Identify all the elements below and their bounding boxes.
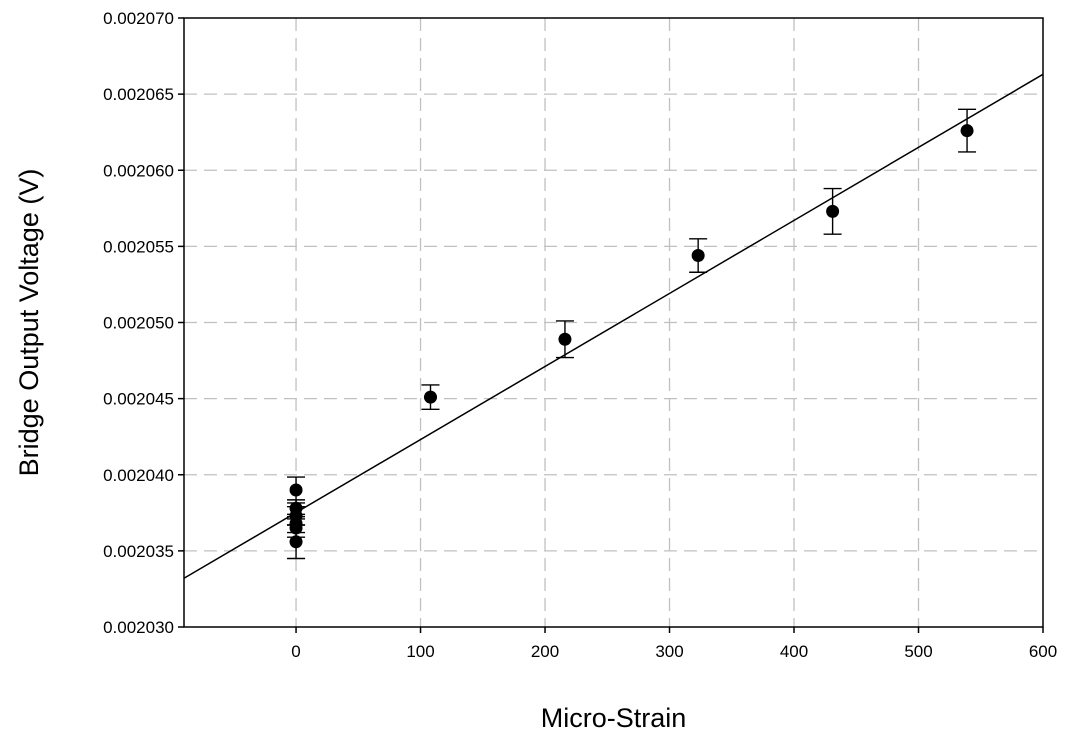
x-tick-label: 500 [904,642,932,661]
y-tick-label: 0.002060 [103,161,174,180]
x-tick-label: 400 [780,642,808,661]
data-point [289,535,303,549]
data-point [826,204,840,218]
y-tick-label: 0.002055 [103,237,174,256]
y-tick-label: 0.002050 [103,314,174,333]
error-bars-layer [287,108,977,560]
grid-lines [184,18,1043,627]
data-point [289,521,303,535]
y-tick-label: 0.002035 [103,542,174,561]
y-tick-label: 0.002065 [103,85,174,104]
x-tick-label: 600 [1029,642,1057,661]
data-point [289,483,303,497]
data-point [423,390,437,404]
x-tick-label: 300 [655,642,683,661]
x-axis-title: Micro-Strain [541,703,687,732]
fit-line [183,73,1044,579]
axis-ticks: 0 100 200 300 400 500 600 0.002030 0.002035 0.002… [103,9,1057,661]
x-tick-label: 200 [531,642,559,661]
y-tick-label: 0.002045 [103,390,174,409]
y-axis-title: Bridge Output Voltage (V) [14,169,44,477]
x-tick-label: 100 [406,642,434,661]
data-points-layer [289,124,974,549]
y-tick-label: 0.002070 [103,9,174,28]
x-tick-label: 0 [291,642,300,661]
fit-line-layer [183,73,1044,579]
y-tick-label: 0.002030 [103,618,174,637]
y-tick-label: 0.002040 [103,466,174,485]
data-point [558,332,572,346]
data-point [691,249,705,263]
data-point [960,124,974,138]
